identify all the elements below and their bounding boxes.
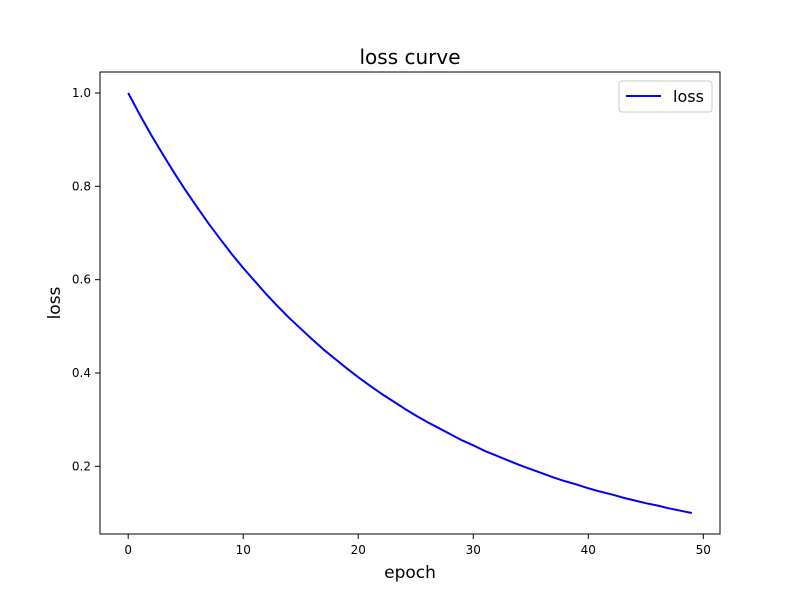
plot-area <box>127 92 693 514</box>
y-tick-label: 0.2 <box>72 459 91 473</box>
plot-frame <box>99 71 721 535</box>
y-tick-label: 0.4 <box>72 366 91 380</box>
x-tick-label: 10 <box>236 543 251 557</box>
y-axis-label: loss <box>45 286 65 319</box>
x-tick-label: 40 <box>581 543 596 557</box>
y-tick-label: 0.8 <box>72 179 91 193</box>
x-tick-label: 20 <box>351 543 366 557</box>
y-tick-label: 0.6 <box>72 273 91 287</box>
legend-box <box>618 80 713 113</box>
y-axis: 0.2 0.4 0.6 0.8 1.0 <box>72 86 100 473</box>
legend-label-loss: loss <box>673 87 704 106</box>
x-tick-label: 50 <box>696 543 711 557</box>
x-axis: 0 10 20 30 40 50 <box>124 534 711 557</box>
x-axis-label: epoch <box>384 563 436 583</box>
legend: loss <box>618 80 713 113</box>
x-tick-label: 30 <box>466 543 481 557</box>
x-tick-label: 0 <box>124 543 132 557</box>
y-tick-label: 1.0 <box>72 86 91 100</box>
series-line-loss <box>127 92 693 514</box>
chart-title: loss curve <box>359 45 460 69</box>
